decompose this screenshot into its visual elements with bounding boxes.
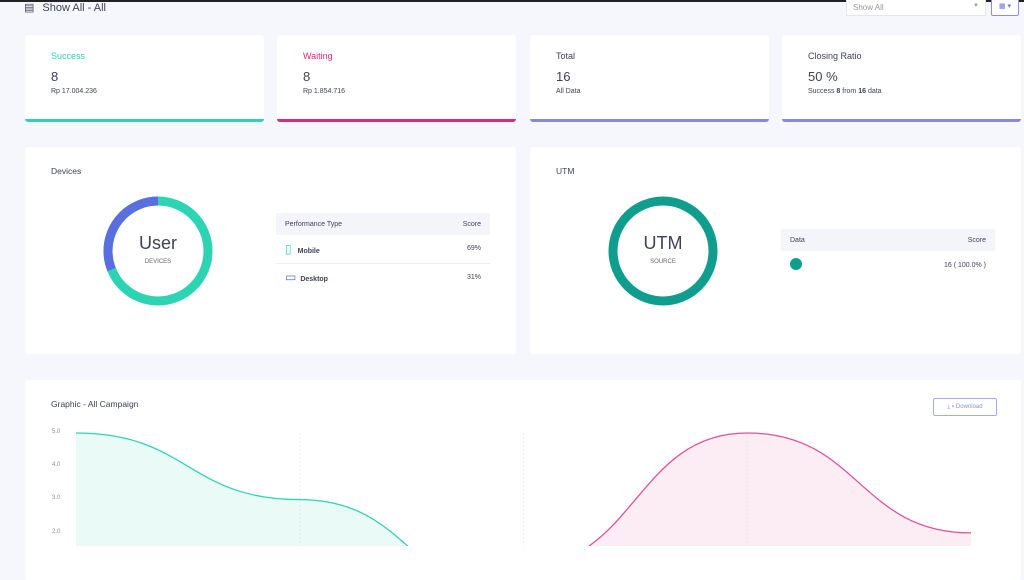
donut-center-sub: DEVICES (144, 259, 172, 265)
page-header: ▤ Show All - All (24, 2, 106, 15)
donut-center-text: User (138, 233, 177, 253)
donut-center-text: UTM (643, 233, 683, 253)
utm-donut (608, 196, 718, 306)
y-tick: 2.0 (52, 529, 61, 535)
y-tick: 3.0 (52, 495, 61, 501)
utm-table: Data Score 16 ( 100.0% ) (781, 229, 995, 279)
stat-sub: All Data (556, 88, 581, 95)
utm-score: 16 ( 100.0% ) (943, 261, 986, 269)
utm-title: UTM (556, 166, 575, 176)
calendar-button[interactable]: ▦ ▾ (991, 0, 1019, 16)
stat-label: Success (51, 51, 86, 61)
calendar-icon: ▦ ▾ (998, 3, 1012, 10)
stat-bar (25, 119, 264, 122)
stat-bar (277, 119, 516, 122)
page-title: Show All - All (42, 2, 106, 14)
stat-value: 50 % (808, 69, 838, 84)
series-line-waiting (587, 432, 972, 546)
table-row: 16 ( 100.0% ) (781, 251, 995, 279)
stat-label: Waiting (303, 51, 333, 61)
stat-value: 8 (303, 69, 311, 84)
col-header: Performance Type (276, 213, 421, 235)
stat-label: Total (556, 51, 576, 61)
download-button[interactable]: ⤓ ▾ Download (933, 398, 997, 416)
y-tick: 5.0 (52, 429, 61, 435)
download-icon: ⤓ ▾ (947, 404, 956, 410)
chevron-down-icon: ▼ (973, 3, 979, 9)
y-tick: 4.0 (52, 462, 61, 468)
filter-select[interactable]: Show All ▼ (846, 0, 986, 16)
stat-label: Closing Ratio (808, 51, 862, 61)
donut-center-sub: SOURCE (650, 259, 676, 265)
devices-donut-label: User DEVICES (103, 233, 213, 265)
stat-card-success: Success 8 Rp 17.004.236 (25, 35, 264, 122)
device-score: 31% (466, 273, 481, 281)
device-label: Mobile (297, 247, 320, 255)
table-row: ▭ Desktop 31% (276, 263, 490, 291)
devices-title: Devices (51, 166, 82, 176)
stat-card-closing-ratio: Closing Ratio 50 % Success 8 from 16 dat… (782, 35, 1021, 122)
table-row: ▯ Mobile 69% (276, 235, 490, 264)
stat-sub: Rp 1.854.716 (303, 88, 346, 95)
series-line-success (75, 432, 409, 546)
device-score: 69% (420, 235, 490, 264)
utm-dot-icon (790, 258, 802, 270)
utm-donut-label: UTM SOURCE (608, 233, 718, 265)
document-icon: ▤ (24, 2, 35, 14)
graphic-title: Graphic - All Campaign (51, 399, 139, 409)
col-header: Data (781, 229, 857, 251)
stat-value: 8 (51, 69, 59, 84)
stat-bar (782, 119, 1021, 122)
donut-desktop (103, 196, 213, 306)
mobile-icon: ▯ (285, 241, 292, 256)
stat-card-total: Total 16 All Data (530, 35, 769, 122)
filter-value: Show All (853, 3, 884, 12)
desktop-icon: ▭ (285, 270, 297, 285)
series-area-success (76, 433, 408, 546)
donut-segment (608, 196, 718, 306)
stat-card-waiting: Waiting 8 Rp 1.854.716 (277, 35, 516, 122)
col-header: Score (856, 229, 995, 251)
devices-table: Performance Type Score ▯ Mobile 69% ▭ Deskto… (276, 213, 490, 291)
stat-sub: Success 8 from 16 data (808, 88, 882, 95)
top-border (0, 0, 1024, 2)
download-label: Download (955, 404, 983, 410)
stat-sub: Rp 17.004.236 (51, 88, 97, 95)
campaign-chart (75, 432, 972, 546)
device-label: Desktop (300, 276, 328, 284)
stat-bar (530, 119, 769, 122)
devices-donut (103, 196, 213, 306)
stat-value: 16 (556, 69, 571, 84)
col-header: Score (420, 213, 490, 235)
series-area-waiting (588, 433, 971, 546)
